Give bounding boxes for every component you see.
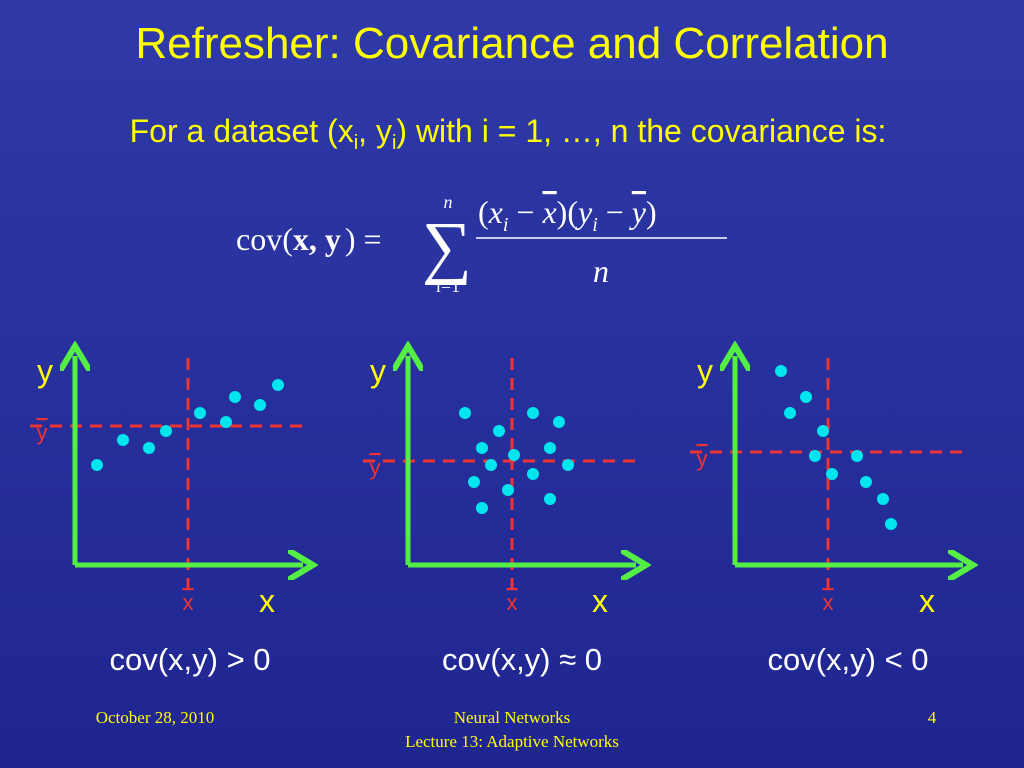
formula-text: ) = xyxy=(345,221,382,257)
dot xyxy=(143,442,155,454)
sum-lower: i=1 xyxy=(436,276,460,296)
num-part: x xyxy=(488,194,503,230)
dot xyxy=(194,407,206,419)
dot xyxy=(775,365,787,377)
x-mean-label: x xyxy=(507,590,518,615)
sum-sign: ∑ xyxy=(422,209,472,286)
x-label: x xyxy=(259,583,275,619)
x-label: x xyxy=(592,583,608,619)
dot xyxy=(91,459,103,471)
sum-upper: n xyxy=(444,192,453,212)
formula-args: x, y xyxy=(293,221,341,257)
slide-title: Refresher: Covariance and Correlation xyxy=(135,19,888,68)
dot xyxy=(220,416,232,428)
dot xyxy=(527,468,539,480)
scatter-panel: y y x x cov(x,y) > 0 xyxy=(30,353,303,677)
num-part: ( xyxy=(478,194,489,230)
footer-course: Neural Networks xyxy=(454,708,571,727)
num-part: − xyxy=(598,194,632,230)
footer-page: 4 xyxy=(928,708,937,727)
dot xyxy=(544,442,556,454)
footer-lecture: Lecture 13: Adaptive Networks xyxy=(405,732,619,751)
dot xyxy=(229,391,241,403)
y-mean-label: y xyxy=(370,455,381,480)
dot xyxy=(160,425,172,437)
intro-part: For a dataset (x xyxy=(130,113,354,149)
dot xyxy=(508,449,520,461)
intro-sub: i xyxy=(392,132,396,154)
dot xyxy=(851,450,863,462)
dot xyxy=(272,379,284,391)
x-mean-label: x xyxy=(823,590,834,615)
dot xyxy=(826,468,838,480)
y-mean-label: y xyxy=(697,446,708,471)
scatter-panel: y y x x cov(x,y) ≈ 0 xyxy=(363,353,636,677)
caption: cov(x,y) > 0 xyxy=(109,642,270,677)
num-part: )( xyxy=(557,194,578,230)
scatter-panel: y y x x cov(x,y) < 0 xyxy=(690,353,963,677)
denominator: n xyxy=(593,253,609,289)
dot xyxy=(877,493,889,505)
panels: y y x x cov(x,y) > 0 y y x x cov(x,y) ≈ 0 y y x x cov(… xyxy=(30,353,963,677)
dot xyxy=(476,502,488,514)
y-label: y xyxy=(370,353,386,389)
numerator: (xi − x)(yi − y) xyxy=(478,194,657,236)
formula-lhs: cov(x, y) = xyxy=(236,221,382,257)
y-label: y xyxy=(37,353,53,389)
intro-text: For a dataset (xi, yi) with i = 1, …, n … xyxy=(130,113,887,154)
intro-part: ) with i = 1, …, n the covariance is: xyxy=(396,113,886,149)
footer: October 28, 2010 Neural Networks Lecture… xyxy=(96,708,937,751)
formula: cov(x, y) = ∑ n i=1 (xi − x)(yi − y) n xyxy=(236,192,727,296)
y-label: y xyxy=(697,353,713,389)
y-mean-label: y xyxy=(37,420,48,445)
dot xyxy=(502,484,514,496)
num-part: x xyxy=(541,194,556,230)
dot xyxy=(254,399,266,411)
num-part: ) xyxy=(646,194,657,230)
num-sub: i xyxy=(592,214,598,236)
x-label: x xyxy=(919,583,935,619)
intro-sub: i xyxy=(354,132,358,154)
dot xyxy=(784,407,796,419)
dot xyxy=(468,476,480,488)
footer-date: October 28, 2010 xyxy=(96,708,215,727)
caption: cov(x,y) ≈ 0 xyxy=(442,642,602,677)
num-part: y xyxy=(629,194,647,230)
dot xyxy=(493,425,505,437)
caption: cov(x,y) < 0 xyxy=(767,642,928,677)
dot xyxy=(800,391,812,403)
dot xyxy=(485,459,497,471)
formula-text: cov( xyxy=(236,221,293,257)
dot xyxy=(860,476,872,488)
x-mean-label: x xyxy=(183,590,194,615)
num-part: y xyxy=(575,194,593,230)
dot xyxy=(562,459,574,471)
dot xyxy=(476,442,488,454)
num-part: − xyxy=(508,194,542,230)
dot xyxy=(885,518,897,530)
dot xyxy=(553,416,565,428)
dot xyxy=(117,434,129,446)
dot xyxy=(809,450,821,462)
dot xyxy=(544,493,556,505)
num-sub: i xyxy=(503,214,509,236)
dot xyxy=(817,425,829,437)
dot xyxy=(459,407,471,419)
intro-part: , y xyxy=(358,113,392,149)
dot xyxy=(527,407,539,419)
